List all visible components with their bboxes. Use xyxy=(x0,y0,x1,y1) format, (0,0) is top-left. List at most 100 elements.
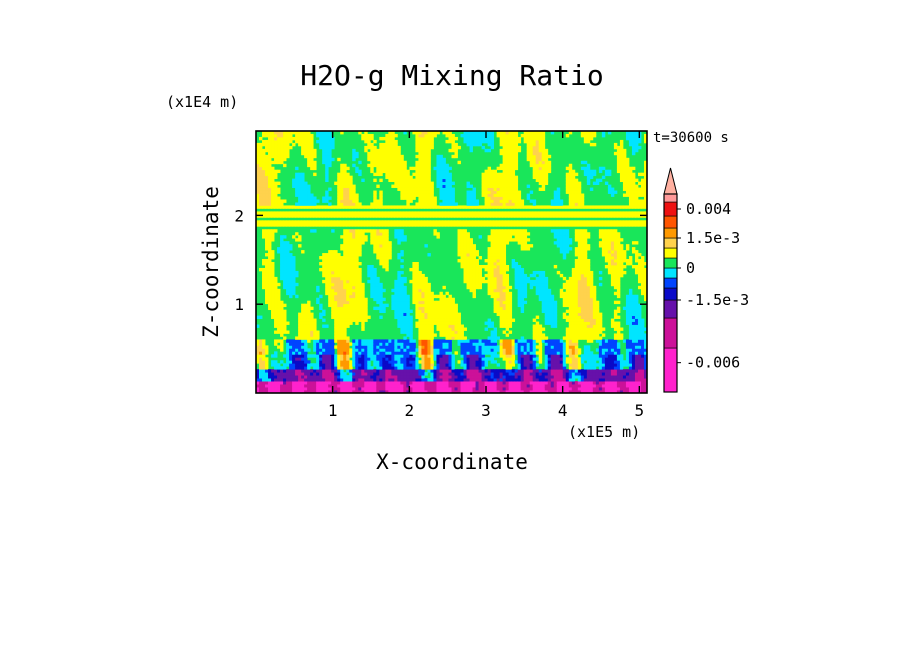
field-cell xyxy=(346,312,350,316)
field-cell xyxy=(526,342,531,346)
field-cell xyxy=(451,309,455,314)
field-cell xyxy=(469,262,473,266)
field-cell xyxy=(313,366,317,370)
field-cell xyxy=(427,288,431,293)
field-cell xyxy=(322,160,326,165)
field-cell xyxy=(397,360,401,364)
field-cell xyxy=(358,232,362,236)
field-cell xyxy=(304,321,308,325)
field-cell xyxy=(271,303,275,308)
field-cell xyxy=(274,339,278,343)
field-cell xyxy=(526,378,531,382)
field-cell xyxy=(379,339,383,343)
field-cell xyxy=(268,291,272,296)
field-cell xyxy=(334,354,338,358)
field-cell xyxy=(439,360,443,364)
field-cell xyxy=(481,363,485,367)
field-cell xyxy=(331,309,335,314)
field-cell xyxy=(394,220,398,224)
field-cell xyxy=(493,199,498,203)
field-cell xyxy=(397,288,401,293)
field-cell xyxy=(499,205,504,209)
field-cell xyxy=(337,318,341,322)
field-cell xyxy=(505,136,510,141)
field-cell xyxy=(331,276,335,281)
field-cell xyxy=(520,291,525,296)
field-cell xyxy=(370,378,374,382)
field-cell xyxy=(313,342,317,346)
field-cell xyxy=(415,181,419,185)
field-cell xyxy=(343,375,347,379)
field-cell xyxy=(337,262,341,266)
field-cell xyxy=(310,369,314,373)
field-cell xyxy=(265,232,269,236)
field-cell xyxy=(460,324,464,328)
field-cell xyxy=(520,288,525,293)
field-cell xyxy=(259,267,263,272)
field-cell xyxy=(439,366,443,370)
field-cell xyxy=(391,357,395,361)
field-cell xyxy=(358,369,362,373)
field-cell xyxy=(280,205,284,209)
field-cell xyxy=(328,390,332,393)
field-cell xyxy=(403,190,407,194)
field-cell xyxy=(463,384,467,388)
field-cell xyxy=(484,363,488,367)
field-cell xyxy=(427,133,431,138)
field-cell xyxy=(277,309,281,314)
field-cell xyxy=(526,354,531,358)
field-cell xyxy=(262,279,266,284)
field-cell xyxy=(349,351,353,355)
field-cell xyxy=(472,387,476,391)
field-cell xyxy=(361,348,365,352)
field-cell xyxy=(277,327,281,331)
field-cell xyxy=(301,348,305,352)
field-cell xyxy=(322,381,326,385)
field-cell xyxy=(502,238,507,242)
field-cell xyxy=(370,384,374,388)
field-cell xyxy=(451,154,455,159)
field-cell xyxy=(385,220,389,224)
field-cell xyxy=(508,148,513,153)
field-cell xyxy=(421,354,425,358)
field-cell xyxy=(529,199,534,203)
field-cell xyxy=(409,211,413,215)
field-cell xyxy=(382,288,386,293)
field-cell xyxy=(388,241,392,245)
field-cell xyxy=(295,270,299,275)
field-cell xyxy=(385,172,389,177)
field-cell xyxy=(277,375,281,379)
field-cell xyxy=(346,381,350,385)
field-cell xyxy=(343,223,347,227)
field-cell xyxy=(340,390,344,393)
field-cell xyxy=(445,357,449,361)
field-cell xyxy=(415,324,419,328)
field-cell xyxy=(412,360,416,364)
field-cell xyxy=(265,241,269,245)
field-cell xyxy=(520,375,525,379)
field-cell xyxy=(499,187,504,191)
field-cell xyxy=(382,369,386,373)
field-cell xyxy=(415,211,419,215)
field-cell xyxy=(478,136,482,141)
field-cell xyxy=(412,172,416,177)
field-cell xyxy=(448,187,452,191)
field-cell xyxy=(271,160,275,165)
field-cell xyxy=(265,139,269,144)
field-cell xyxy=(400,184,404,188)
field-cell xyxy=(478,273,482,278)
field-cell xyxy=(445,321,449,325)
field-cell xyxy=(316,133,320,138)
field-cell xyxy=(502,381,507,385)
field-cell xyxy=(334,372,338,376)
field-cell xyxy=(439,193,443,197)
field-cell xyxy=(334,300,338,305)
field-cell xyxy=(328,160,332,165)
field-cell xyxy=(484,348,488,352)
field-cell xyxy=(400,253,404,257)
field-cell xyxy=(397,312,401,316)
field-cell xyxy=(529,244,534,248)
field-cell xyxy=(331,369,335,373)
field-cell xyxy=(322,214,326,218)
field-cell xyxy=(490,336,495,340)
